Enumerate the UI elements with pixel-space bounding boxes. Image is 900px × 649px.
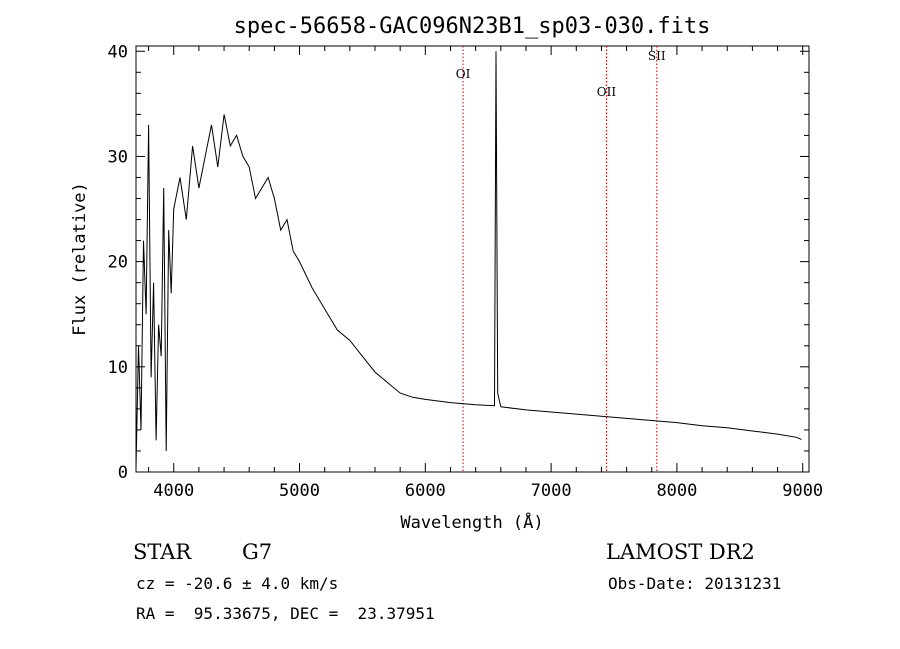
line-marker-label: OI <box>456 67 471 81</box>
plot-frame <box>135 45 810 473</box>
object-class: STAR <box>133 540 192 564</box>
x-tick-label: 5000 <box>279 481 320 501</box>
obs-date: Obs-Date: 20131231 <box>608 574 782 593</box>
x-tick-label: 7000 <box>531 481 572 501</box>
y-tick-label: 20 <box>108 253 128 273</box>
y-tick-label: 40 <box>108 42 128 62</box>
x-tick-label: 9000 <box>782 481 823 501</box>
line-marker-label: OII <box>597 85 617 99</box>
redshift-readout: cz = -20.6 ± 4.0 km/s <box>136 574 339 593</box>
x-tick-label: 6000 <box>405 481 446 501</box>
axis-ticks: 4000 5000 6000 7000 8000 9000 0 10 20 30 40 <box>108 42 824 501</box>
x-axis-label: Wavelength (Å) <box>400 511 543 533</box>
object-subclass: G7 <box>242 540 273 564</box>
y-tick-label: 30 <box>108 147 128 167</box>
y-axis-label: Flux (relative) <box>70 182 90 336</box>
survey-name: LAMOST DR2 <box>606 540 755 564</box>
coordinates: RA = 95.33675, DEC = 23.37951 <box>136 604 435 623</box>
y-tick-label: 10 <box>108 358 128 378</box>
spectrum-line <box>135 51 802 469</box>
chart-title: spec-56658-GAC096N23B1_sp03-030.fits <box>234 14 711 39</box>
spectral-line-markers: OI OII SII <box>456 46 666 472</box>
x-tick-label: 4000 <box>153 481 194 501</box>
y-tick-label: 0 <box>118 463 128 483</box>
line-marker-label: SII <box>648 49 666 63</box>
x-tick-label: 8000 <box>656 481 697 501</box>
